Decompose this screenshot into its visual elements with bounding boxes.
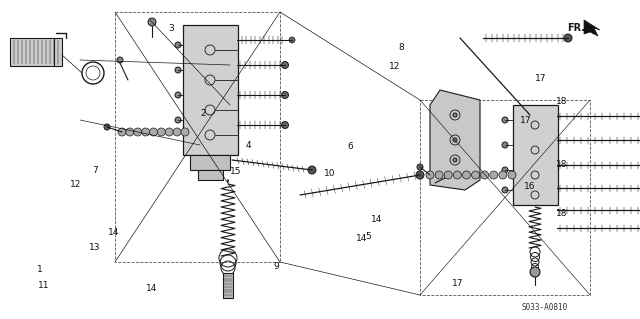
Polygon shape — [584, 20, 600, 36]
Bar — [198, 170, 223, 180]
Circle shape — [435, 171, 443, 179]
Text: 12: 12 — [389, 62, 401, 71]
Circle shape — [282, 62, 289, 69]
Circle shape — [417, 164, 423, 170]
Text: 4: 4 — [246, 141, 251, 150]
Circle shape — [150, 128, 157, 136]
Text: 1: 1 — [37, 265, 42, 274]
Circle shape — [453, 138, 457, 142]
Circle shape — [126, 128, 134, 136]
Circle shape — [173, 128, 181, 136]
Bar — [223, 273, 233, 298]
Circle shape — [490, 171, 498, 179]
Circle shape — [472, 171, 479, 179]
Circle shape — [175, 92, 181, 98]
Circle shape — [134, 128, 141, 136]
Circle shape — [117, 57, 123, 63]
Circle shape — [289, 37, 295, 43]
Text: 10: 10 — [324, 169, 335, 178]
Circle shape — [530, 267, 540, 277]
Text: 16: 16 — [524, 182, 536, 191]
Text: 6: 6 — [348, 142, 353, 151]
Circle shape — [175, 42, 181, 48]
Circle shape — [416, 171, 424, 179]
Bar — [10, 38, 62, 66]
Text: 17: 17 — [452, 279, 463, 288]
Circle shape — [499, 171, 507, 179]
Text: 18: 18 — [556, 160, 568, 169]
Circle shape — [104, 124, 110, 130]
Text: 11: 11 — [38, 281, 49, 290]
Bar — [513, 105, 558, 205]
Text: 14: 14 — [108, 228, 120, 237]
Bar — [420, 100, 590, 295]
Bar — [183, 25, 238, 155]
Text: 17: 17 — [520, 116, 532, 125]
Bar — [115, 12, 280, 262]
Text: 14: 14 — [146, 284, 157, 293]
Text: 9: 9 — [274, 262, 279, 271]
Circle shape — [175, 67, 181, 73]
Circle shape — [118, 128, 126, 136]
Circle shape — [426, 171, 434, 179]
Circle shape — [502, 187, 508, 193]
Circle shape — [564, 34, 572, 42]
Text: 14: 14 — [371, 215, 382, 224]
Text: 18: 18 — [556, 97, 568, 106]
Text: 3: 3 — [169, 24, 174, 33]
Circle shape — [181, 128, 189, 136]
Text: 14: 14 — [356, 234, 367, 243]
Circle shape — [282, 92, 289, 99]
Text: S033-A0810: S033-A0810 — [522, 303, 568, 313]
Text: 13: 13 — [89, 243, 100, 252]
Text: 12: 12 — [70, 180, 81, 189]
Circle shape — [453, 171, 461, 179]
Bar — [190, 155, 230, 170]
Text: 2: 2 — [201, 109, 206, 118]
Circle shape — [508, 171, 516, 179]
Circle shape — [175, 117, 181, 123]
Circle shape — [502, 167, 508, 173]
Circle shape — [463, 171, 470, 179]
Circle shape — [453, 158, 457, 162]
Text: 8: 8 — [399, 43, 404, 52]
Text: 15: 15 — [230, 167, 241, 176]
Polygon shape — [430, 90, 480, 190]
Circle shape — [165, 128, 173, 136]
Circle shape — [308, 166, 316, 174]
Circle shape — [148, 18, 156, 26]
Circle shape — [282, 122, 289, 129]
Text: 7: 7 — [92, 166, 97, 175]
Circle shape — [502, 117, 508, 123]
Circle shape — [444, 171, 452, 179]
Circle shape — [141, 128, 150, 136]
Circle shape — [453, 113, 457, 117]
Circle shape — [157, 128, 165, 136]
Text: FR.: FR. — [567, 23, 585, 33]
Text: 18: 18 — [556, 209, 568, 218]
Text: 5: 5 — [365, 232, 371, 241]
Text: 17: 17 — [535, 74, 547, 83]
Circle shape — [502, 142, 508, 148]
Circle shape — [481, 171, 489, 179]
